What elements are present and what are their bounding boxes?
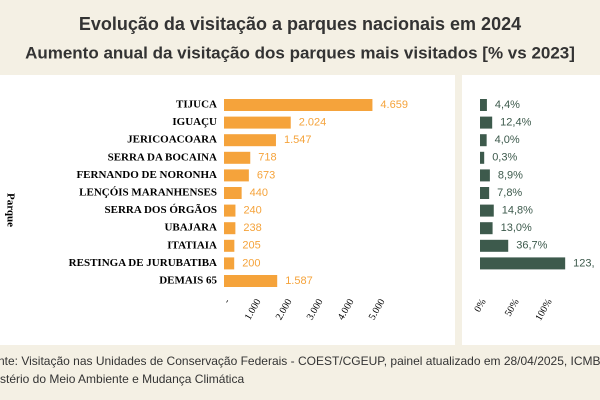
value-label: 7,8% xyxy=(497,187,522,199)
bar xyxy=(224,275,278,287)
value-label: 200 xyxy=(242,257,260,269)
value-label: 440 xyxy=(250,187,268,199)
category-label: SERRA DOS ÓRGÃOS xyxy=(105,204,217,216)
value-label: 205 xyxy=(242,240,260,252)
bar xyxy=(224,257,235,270)
value-label: 238 xyxy=(243,222,261,234)
bar xyxy=(224,151,251,164)
category-label: SERRA DA BOCAINA xyxy=(108,151,217,163)
value-label: 123, xyxy=(573,257,594,269)
value-label: 13,0% xyxy=(501,222,532,234)
category-label: JERICOACOARA xyxy=(127,134,217,146)
bar xyxy=(480,187,490,199)
value-label: 4.659 xyxy=(380,99,408,111)
value-label: 718 xyxy=(258,152,276,164)
footer: Fonte: Visitação nas Unidades de Conserv… xyxy=(0,354,600,368)
bar xyxy=(480,99,487,111)
value-label: 8,9% xyxy=(498,169,523,181)
bar xyxy=(480,134,487,147)
bar xyxy=(224,187,242,199)
value-label: 673 xyxy=(257,169,275,181)
category-label: TIJUCA xyxy=(176,99,217,111)
bar xyxy=(480,257,566,270)
bar xyxy=(224,99,373,111)
bar xyxy=(480,204,494,217)
bar xyxy=(224,222,236,235)
footer: Ministério do Meio Ambiente e Mudança Cl… xyxy=(0,372,244,386)
value-label: 14,8% xyxy=(502,205,533,217)
bar xyxy=(480,151,485,164)
bar xyxy=(224,134,276,147)
value-label: 2.024 xyxy=(299,117,327,129)
x-tick-label: - xyxy=(221,297,232,305)
bar xyxy=(480,169,490,182)
bar xyxy=(224,169,249,182)
bar xyxy=(480,239,509,252)
category-label: RESTINGA DE JURUBATIBA xyxy=(69,257,217,269)
chart-title: Evolução da visitação a parques nacionai… xyxy=(79,14,521,34)
category-label: UBAJARA xyxy=(164,222,217,234)
value-label: 0,3% xyxy=(492,152,517,164)
category-label: LENÇÓIS MARANHENSES xyxy=(79,187,217,199)
bar xyxy=(224,239,235,252)
category-label: IGUAÇU xyxy=(172,116,217,128)
value-label: 4,4% xyxy=(495,99,520,111)
value-label: 36,7% xyxy=(516,240,547,252)
category-label: ITATIAIA xyxy=(167,239,217,251)
value-label: 1.547 xyxy=(284,134,312,146)
bar xyxy=(224,204,236,217)
bar xyxy=(480,222,493,235)
category-label: FERNANDO DE NORONHA xyxy=(76,169,217,181)
y-axis-label: Parque xyxy=(4,193,16,227)
value-label: 12,4% xyxy=(500,117,531,129)
value-label: 240 xyxy=(243,205,261,217)
bar xyxy=(480,116,493,129)
category-label: DEMAIS 65 xyxy=(159,275,217,287)
value-label: 1.587 xyxy=(285,275,313,287)
bar xyxy=(224,116,291,129)
value-label: 4,0% xyxy=(495,134,520,146)
chart-subtitle: Aumento anual da visitação dos parques m… xyxy=(25,43,575,62)
